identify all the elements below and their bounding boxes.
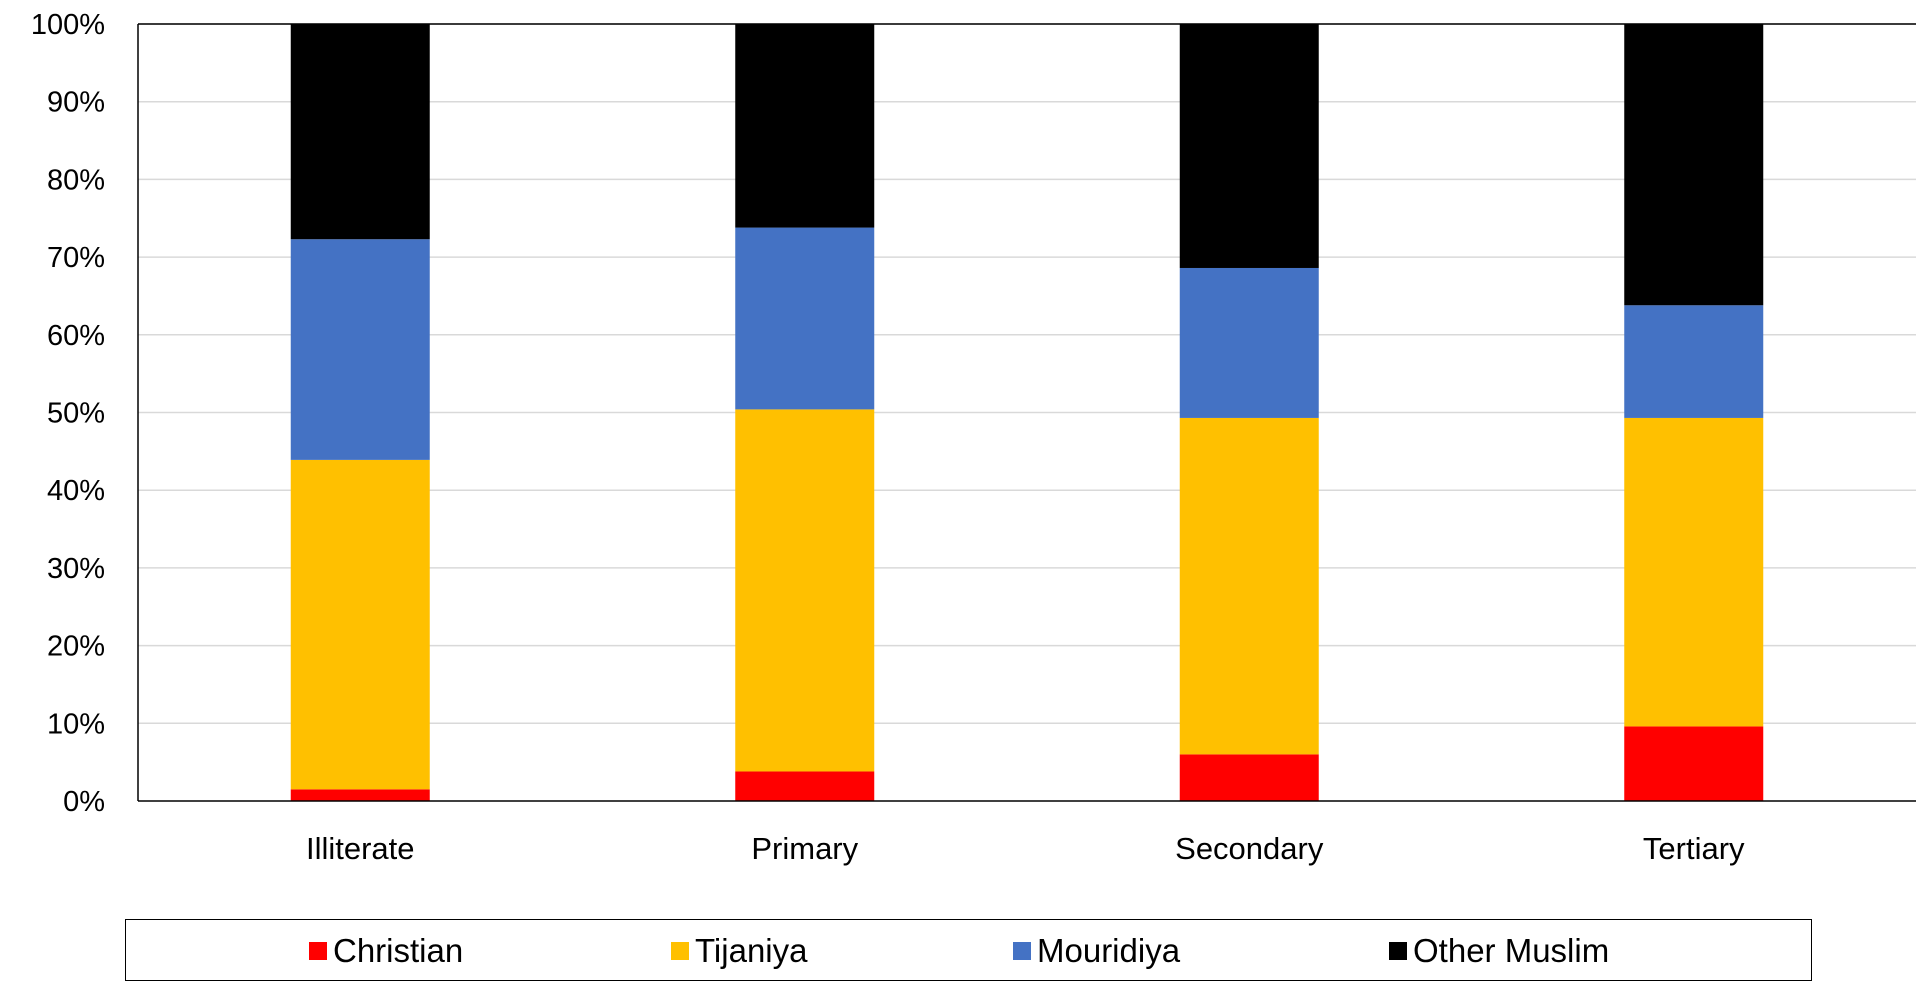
y-tick-label: 50%: [47, 398, 105, 430]
bar-segment-other-muslim: [290, 24, 430, 240]
y-tick-label: 90%: [47, 87, 105, 119]
bar-segment-other-muslim: [1624, 24, 1764, 306]
y-tick-label: 60%: [47, 320, 105, 352]
bar-segment-christian: [290, 789, 430, 801]
legend-item-mouridiya: Mouridiya: [1013, 932, 1180, 970]
legend-swatch: [1013, 942, 1031, 960]
y-tick-label: 20%: [47, 631, 105, 663]
bar-segment-christian: [1624, 726, 1764, 801]
y-tick-label: 80%: [47, 164, 105, 196]
y-tick-label: 40%: [47, 475, 105, 507]
y-tick-label: 30%: [47, 553, 105, 585]
y-axis-tick-labels: 0% 10% 20% 30% 40% 50% 60% 70% 80% 90% 100%: [31, 9, 105, 818]
legend-swatch: [309, 942, 327, 960]
bar-segment-other-muslim: [735, 24, 875, 228]
bar-segment-mouridiya: [1179, 267, 1319, 418]
legend-item-christian: Christian: [309, 932, 463, 970]
legend-swatch: [1389, 942, 1407, 960]
stacked-bar-chart: 0% 10% 20% 30% 40% 50% 60% 70% 80% 90% 100% Illite…: [31, 9, 1916, 866]
legend-swatch: [671, 942, 689, 960]
y-tick-label: 0%: [63, 786, 105, 818]
x-category-label: Primary: [751, 831, 858, 866]
y-tick-label: 100%: [31, 9, 105, 41]
y-tick-label: 10%: [47, 708, 105, 740]
legend: Christian Tijaniya Mouridiya Other Muslim: [125, 919, 1812, 981]
bar-segment-other-muslim: [1179, 24, 1319, 268]
legend-item-other-muslim: Other Muslim: [1389, 932, 1609, 970]
bar-segment-tijaniya: [1179, 417, 1319, 755]
bar-segment-tijaniya: [735, 409, 875, 772]
x-axis-category-labels: Illiterate Primary Secondary Tertiary: [306, 831, 1745, 866]
x-category-label: Secondary: [1175, 831, 1324, 866]
legend-label: Tijaniya: [695, 932, 808, 969]
bar-segments: [290, 24, 1764, 801]
bar-segment-tijaniya: [1624, 417, 1764, 727]
bar-segment-christian: [735, 771, 875, 801]
bar-segment-tijaniya: [290, 459, 430, 790]
bar-segment-christian: [1179, 754, 1319, 801]
legend-label: Christian: [333, 932, 464, 969]
x-category-label: Tertiary: [1643, 831, 1745, 866]
bar-segment-mouridiya: [735, 227, 875, 410]
bar-segment-mouridiya: [1624, 305, 1764, 418]
x-category-label: Illiterate: [306, 831, 415, 866]
y-tick-label: 70%: [47, 242, 105, 274]
legend-label: Other Muslim: [1413, 932, 1610, 969]
bar-segment-mouridiya: [290, 239, 430, 460]
legend-label: Mouridiya: [1037, 932, 1181, 969]
legend-item-tijaniya: Tijaniya: [671, 932, 808, 970]
